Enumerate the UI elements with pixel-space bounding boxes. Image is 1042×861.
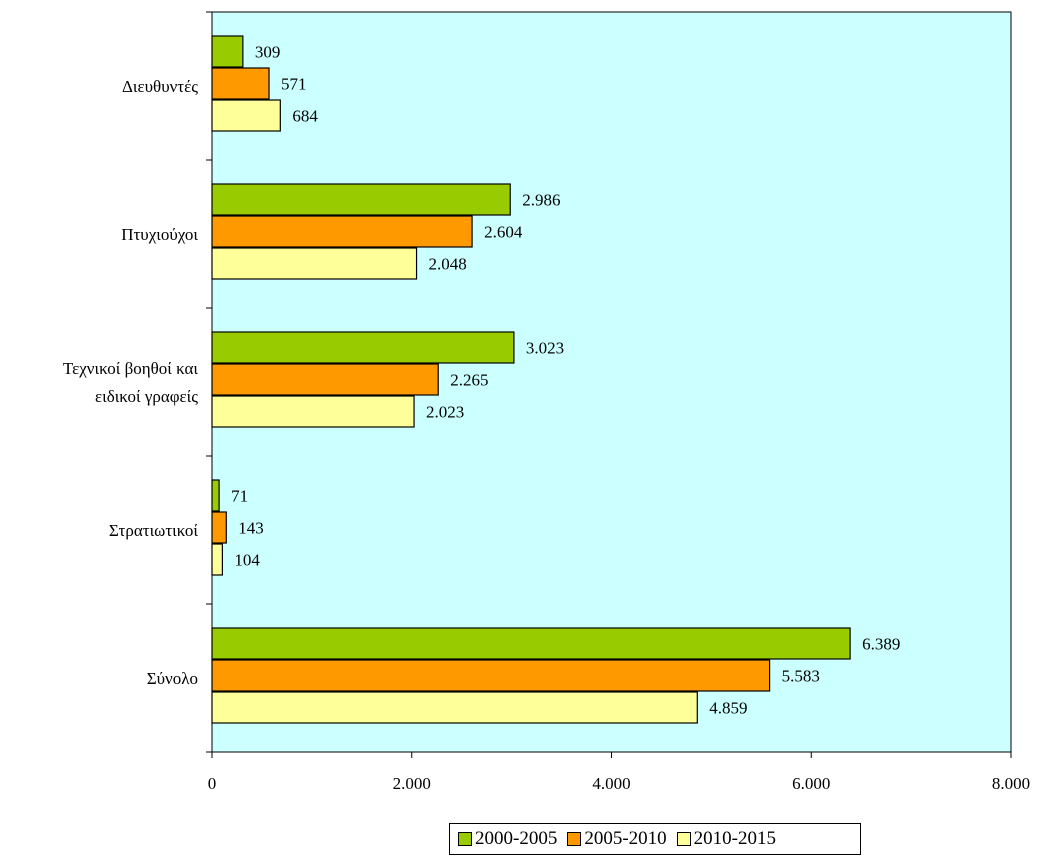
data-label: 2.265: [450, 371, 488, 390]
legend-label: 2010-2015: [693, 828, 776, 849]
data-label: 2.986: [522, 191, 560, 210]
bar: [211, 331, 515, 364]
x-tick-label: 6.000: [792, 774, 830, 793]
x-tick-label: 2.000: [393, 774, 431, 793]
category-label: Τεχνικοί βοηθοί και: [63, 359, 199, 378]
category-label: Σύνολο: [147, 669, 198, 688]
data-label: 143: [238, 519, 263, 538]
x-tick-label: 0: [208, 774, 217, 793]
bar: [211, 395, 415, 428]
data-label: 3.023: [526, 339, 564, 358]
data-label: 2.604: [484, 223, 523, 242]
bar: [211, 35, 244, 68]
bar: [211, 183, 511, 216]
bar: [211, 363, 439, 396]
bar: [211, 511, 227, 544]
legend-label: 2005-2010: [584, 828, 667, 849]
bar: [211, 99, 281, 132]
legend-item: 2005-2010: [567, 828, 667, 850]
bar: [211, 215, 473, 248]
data-label: 309: [255, 43, 281, 62]
category-label: Πτυχιούχοι: [121, 225, 198, 244]
legend-swatch: [567, 832, 582, 846]
bar: [211, 691, 698, 724]
axes-group: Διευθυντές Πτυχιούχοι Τεχνικοί βοηθοί και ε…: [63, 11, 1030, 793]
data-label: 5.583: [782, 667, 820, 686]
data-label: 71: [231, 487, 248, 506]
legend-label: 2000-2005: [475, 828, 558, 849]
bar: [211, 659, 771, 692]
legend-swatch: [458, 832, 472, 846]
legend-item: 2010-2015: [676, 828, 776, 850]
data-label: 2.023: [426, 403, 464, 422]
data-label: 571: [281, 75, 307, 94]
category-label: ειδικοί γραφείς: [95, 387, 198, 406]
data-label: 2.048: [429, 255, 467, 274]
data-label: 6.389: [862, 635, 900, 654]
bar: [211, 543, 223, 576]
category-label: Διευθυντές: [122, 77, 198, 96]
data-label: 4.859: [709, 699, 747, 718]
legend: 2000-2005 2005-2010 2010-2015: [449, 823, 861, 855]
legend-item: 2000-2005: [458, 828, 557, 850]
data-label: 684: [292, 107, 318, 126]
bar: [211, 627, 851, 660]
x-tick-label: 8.000: [992, 774, 1030, 793]
category-label: Στρατιωτικοί: [109, 521, 199, 540]
legend-swatch: [676, 832, 691, 846]
bar: [211, 479, 220, 512]
x-tick-label: 4.000: [592, 774, 630, 793]
bar: [211, 67, 270, 100]
data-label: 104: [234, 551, 260, 570]
bar: [211, 247, 418, 280]
